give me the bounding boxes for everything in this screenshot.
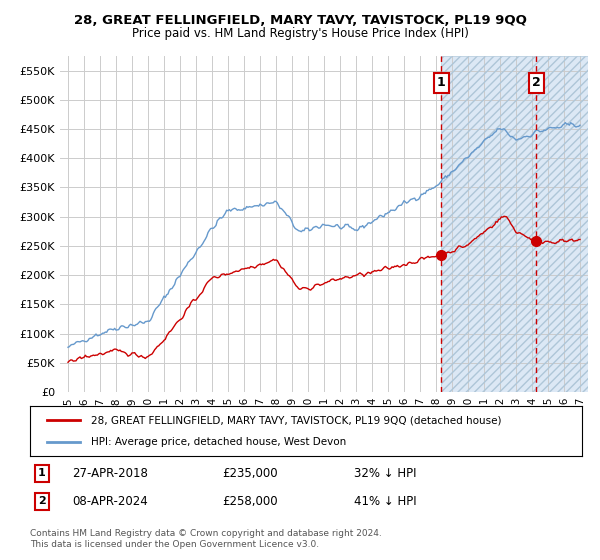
Text: 08-APR-2024: 08-APR-2024 [72, 494, 148, 508]
Text: Price paid vs. HM Land Registry's House Price Index (HPI): Price paid vs. HM Land Registry's House … [131, 27, 469, 40]
Text: 2: 2 [38, 496, 46, 506]
Bar [441, 56, 588, 392]
Text: £258,000: £258,000 [222, 494, 278, 508]
Text: 32% ↓ HPI: 32% ↓ HPI [354, 466, 416, 480]
Text: 28, GREAT FELLINGFIELD, MARY TAVY, TAVISTOCK, PL19 9QQ (detached house): 28, GREAT FELLINGFIELD, MARY TAVY, TAVIS… [91, 415, 501, 425]
Text: 28, GREAT FELLINGFIELD, MARY TAVY, TAVISTOCK, PL19 9QQ: 28, GREAT FELLINGFIELD, MARY TAVY, TAVIS… [74, 14, 526, 27]
Text: 27-APR-2018: 27-APR-2018 [72, 466, 148, 480]
Text: 1: 1 [38, 468, 46, 478]
Text: Contains HM Land Registry data © Crown copyright and database right 2024.
This d: Contains HM Land Registry data © Crown c… [30, 529, 382, 549]
Text: HPI: Average price, detached house, West Devon: HPI: Average price, detached house, West… [91, 437, 346, 447]
Text: £235,000: £235,000 [222, 466, 278, 480]
Text: 1: 1 [437, 76, 445, 90]
Text: 2: 2 [532, 76, 541, 90]
Bar [441, 56, 588, 392]
Text: 41% ↓ HPI: 41% ↓ HPI [354, 494, 416, 508]
